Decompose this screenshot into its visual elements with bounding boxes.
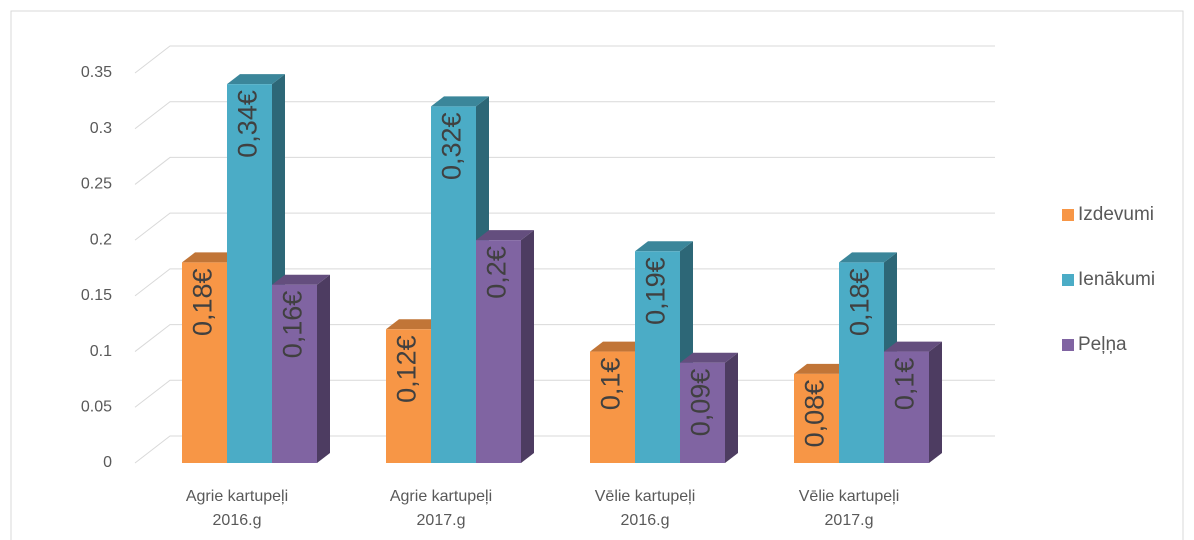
x-tick-label: Vēlie kartupeļi 2016.g [595,488,696,529]
x-tick-line: 2016.g [621,512,670,529]
data-label: 0,09€ [686,369,716,437]
grid-line [134,101,995,130]
data-label: 0,18€ [845,268,875,336]
data-label: 0,1€ [596,358,626,411]
bar [272,284,317,463]
grid-line [134,268,995,297]
x-tick-line: 2017.g [825,512,874,529]
y-tick-label: 0.1 [90,343,112,360]
bar [227,84,272,464]
grid-line [134,212,995,241]
bar [476,240,521,463]
x-tick-label: Agrie kartupeļi 2016.g [186,488,288,529]
data-label: 0,08€ [800,380,830,448]
data-label: 0,2€ [482,246,512,299]
y-tick-label: 0.35 [81,64,112,81]
x-tick-line: Vēlie kartupeļi [799,488,900,505]
bar [635,251,680,463]
legend-label: Peļņa [1078,334,1127,355]
x-tick-label: Agrie kartupeļi 2017.g [390,488,492,529]
bar-top [635,241,693,252]
y-tick-label: 0.05 [81,399,112,416]
y-tick-label: 0.2 [90,231,112,248]
bar-top [794,363,852,374]
bar-top [884,341,942,352]
bar [884,351,929,463]
data-label: 0,12€ [392,335,422,403]
grid-line [134,324,995,352]
bar [182,262,227,463]
data-label: 0,16€ [278,291,308,359]
bar-side [317,274,330,463]
bar [590,351,635,463]
bar-top [227,74,285,85]
y-tick-label: 0 [103,454,112,471]
bar-top [680,352,738,363]
x-tick-line: Agrie kartupeļi [186,488,288,505]
data-label: 0,18€ [188,268,218,336]
x-tick-line: Vēlie kartupeļi [595,488,696,505]
legend-label: Izdevumi [1078,204,1154,225]
bar-top [476,230,534,241]
bar-top [386,319,444,330]
legend-swatch [1062,274,1074,286]
x-tick-line: 2016.g [213,512,262,529]
data-label: 0,19€ [641,257,671,325]
bar-top [182,252,240,263]
x-tick-label: Vēlie kartupeļi 2017.g [799,488,900,529]
bar-top [272,274,330,285]
bar [839,262,884,463]
y-tick-label: 0.3 [90,120,112,137]
legend-label: Ienākumi [1078,269,1155,290]
bar [794,373,839,463]
bar-top [839,252,897,263]
bar [431,106,476,463]
bar-top [431,96,489,107]
y-tick-label: 0.15 [81,287,112,304]
bar-top [590,341,648,352]
grid-line [134,45,995,74]
grid-line [134,156,995,185]
bar-side [725,352,738,463]
legend-swatch [1062,339,1074,351]
bar [386,329,431,463]
bar-side [929,341,942,463]
legend-swatch [1062,209,1074,221]
data-label: 0,1€ [890,358,920,411]
bar [680,362,725,463]
x-tick-line: Agrie kartupeļi [390,488,492,505]
data-label: 0,34€ [233,90,263,158]
y-tick-label: 0.25 [81,176,112,193]
bar-side [521,230,534,463]
data-label: 0,32€ [437,112,467,180]
x-tick-line: 2017.g [417,512,466,529]
